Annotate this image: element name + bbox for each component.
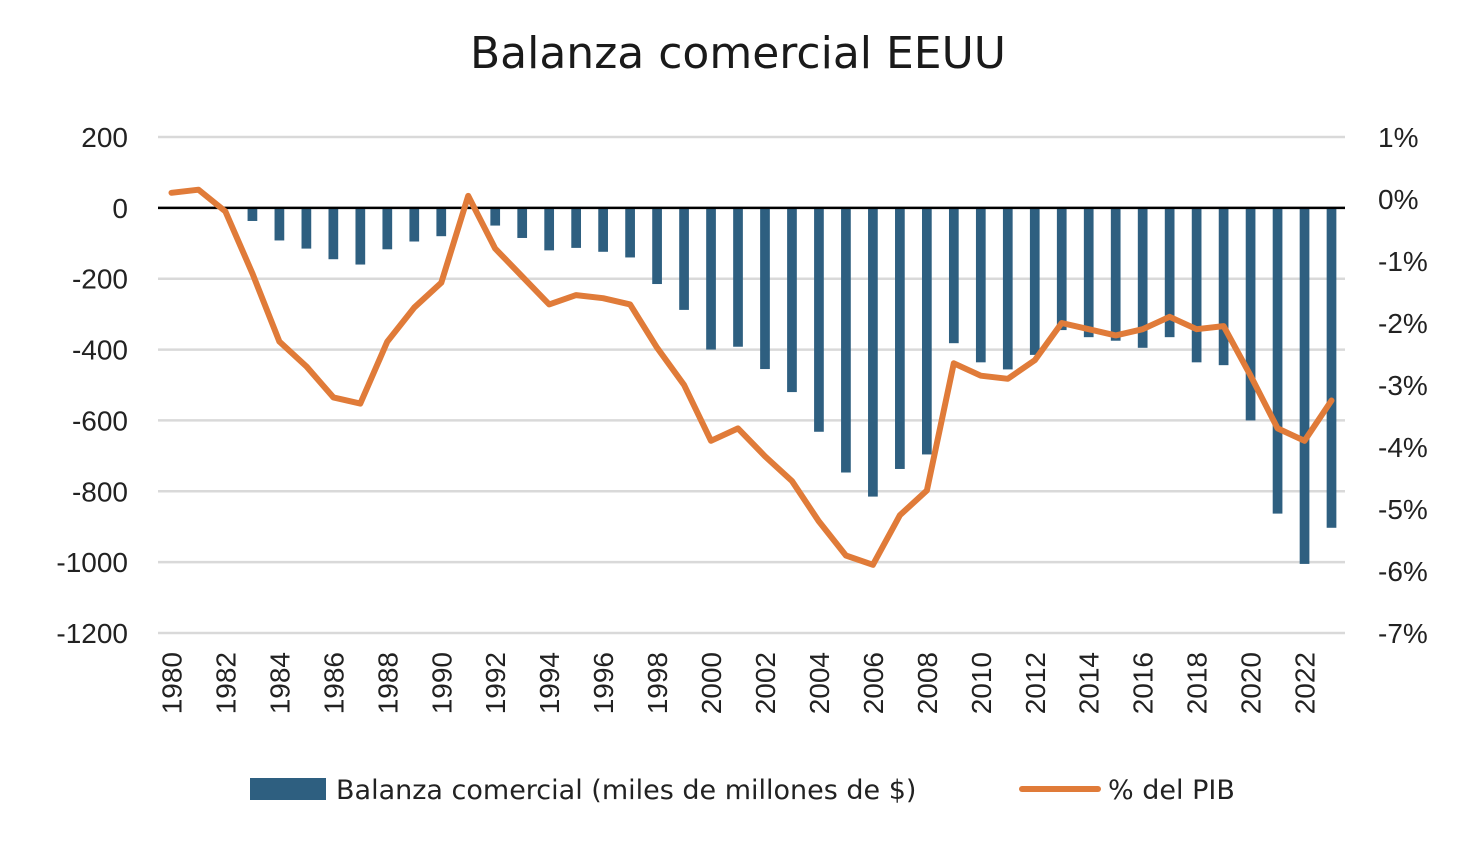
bar-1992 xyxy=(490,207,501,226)
series-line-pib xyxy=(168,186,1335,568)
legend-label-pib: % del PIB xyxy=(1108,775,1235,806)
bar-2020 xyxy=(1245,207,1256,421)
bar-2013 xyxy=(1056,207,1067,331)
bar-2021 xyxy=(1272,207,1283,514)
left-tick-label: -1000 xyxy=(56,547,128,578)
x-tick-label: 1980 xyxy=(157,652,188,714)
x-tick-label: 1996 xyxy=(588,652,619,714)
x-tick-label: 2022 xyxy=(1290,652,1321,714)
x-tick-label: 2016 xyxy=(1128,652,1159,714)
bar-2022 xyxy=(1299,207,1310,564)
left-tick-label: 0 xyxy=(112,193,128,224)
x-tick-label: 1998 xyxy=(642,652,673,714)
bar-2012 xyxy=(1029,207,1040,355)
bar-2017 xyxy=(1164,207,1175,338)
bar-1989 xyxy=(409,207,420,242)
x-tick-label: 1988 xyxy=(372,652,403,714)
x-tick-label: 2020 xyxy=(1236,652,1267,714)
right-tick-label: -5% xyxy=(1378,494,1428,525)
right-tick-label: -2% xyxy=(1378,308,1428,339)
bar-2014 xyxy=(1083,207,1094,338)
right-tick-label: -1% xyxy=(1378,246,1428,277)
bar-1997 xyxy=(625,207,635,258)
left-tick-label: -200 xyxy=(72,264,128,295)
x-tick-label: 2018 xyxy=(1182,652,1213,714)
bar-1988 xyxy=(382,207,393,250)
bar-2009 xyxy=(948,207,959,344)
bar-2019 xyxy=(1218,207,1229,366)
bar-2000 xyxy=(706,207,716,350)
bar-2003 xyxy=(787,207,797,393)
x-tick-label: 2006 xyxy=(858,652,889,714)
bar-1990 xyxy=(436,207,447,237)
right-axis-tick-labels: 1% 0% -1% -2% -3% -4% -5% -6% -7% xyxy=(1378,122,1428,649)
bar-1999 xyxy=(679,207,689,310)
bar-2023 xyxy=(1326,207,1337,528)
bar-2016 xyxy=(1137,207,1148,348)
bar-1998 xyxy=(652,207,662,285)
bar-2018 xyxy=(1191,207,1202,363)
bar-1983 xyxy=(247,207,258,221)
left-tick-label: -400 xyxy=(72,335,128,366)
bar-2005 xyxy=(841,207,851,473)
left-tick-label: 200 xyxy=(81,122,128,153)
bar-1984 xyxy=(274,207,285,241)
right-tick-label: 0% xyxy=(1378,184,1418,215)
right-tick-label: 1% xyxy=(1378,122,1418,153)
bar-2010 xyxy=(975,207,986,363)
bar-1995 xyxy=(571,207,582,248)
left-tick-label: -800 xyxy=(72,476,128,507)
bar-2015 xyxy=(1110,207,1121,341)
bar-2004 xyxy=(814,207,824,432)
left-tick-label: -1200 xyxy=(56,618,128,649)
gridlines xyxy=(158,135,1345,635)
bars xyxy=(247,207,1337,564)
bar-2002 xyxy=(760,207,770,370)
bar-1996 xyxy=(598,207,608,252)
x-tick-label: 2008 xyxy=(912,652,943,714)
x-tick-label: 2002 xyxy=(750,652,781,714)
x-tick-label: 2004 xyxy=(804,652,835,714)
x-tick-label: 2014 xyxy=(1074,652,1105,714)
x-tick-label: 1984 xyxy=(264,652,295,714)
right-tick-label: -7% xyxy=(1378,618,1428,649)
x-tick-label: 1990 xyxy=(426,652,457,714)
bar-2008 xyxy=(921,207,932,455)
x-tick-label: 1986 xyxy=(318,652,349,714)
left-axis-tick-labels: 200 0 -200 -400 -600 -800 -1000 -1200 xyxy=(56,122,128,649)
x-tick-label: 1992 xyxy=(480,652,511,714)
bar-2007 xyxy=(895,207,905,469)
bar-1986 xyxy=(328,207,339,260)
bar-1985 xyxy=(301,207,312,249)
bar-1994 xyxy=(544,207,555,251)
legend-label-balanza: Balanza comercial (miles de millones de … xyxy=(336,775,916,806)
bar-1987 xyxy=(355,207,366,265)
x-tick-label: 1982 xyxy=(210,652,241,714)
x-tick-label: 2012 xyxy=(1020,652,1051,714)
legend-swatch-balanza xyxy=(250,778,326,800)
right-tick-label: -6% xyxy=(1378,556,1428,587)
bar-1993 xyxy=(517,207,528,238)
chart-title: Balanza comercial EEUU xyxy=(470,28,1006,79)
bar-2006 xyxy=(868,207,878,497)
right-tick-label: -3% xyxy=(1378,370,1428,401)
right-tick-label: -4% xyxy=(1378,432,1428,463)
left-tick-label: -600 xyxy=(72,405,128,436)
x-tick-label: 2010 xyxy=(966,652,997,714)
bar-2001 xyxy=(733,207,743,347)
x-tick-label: 2000 xyxy=(696,652,727,714)
bar-2011 xyxy=(1002,207,1013,370)
legend: Balanza comercial (miles de millones de … xyxy=(250,775,1235,806)
x-axis-tick-labels: 1980 1982 1984 1986 1988 1990 1992 1994 1996 1998… xyxy=(157,652,1321,714)
x-tick-label: 1994 xyxy=(534,652,565,714)
